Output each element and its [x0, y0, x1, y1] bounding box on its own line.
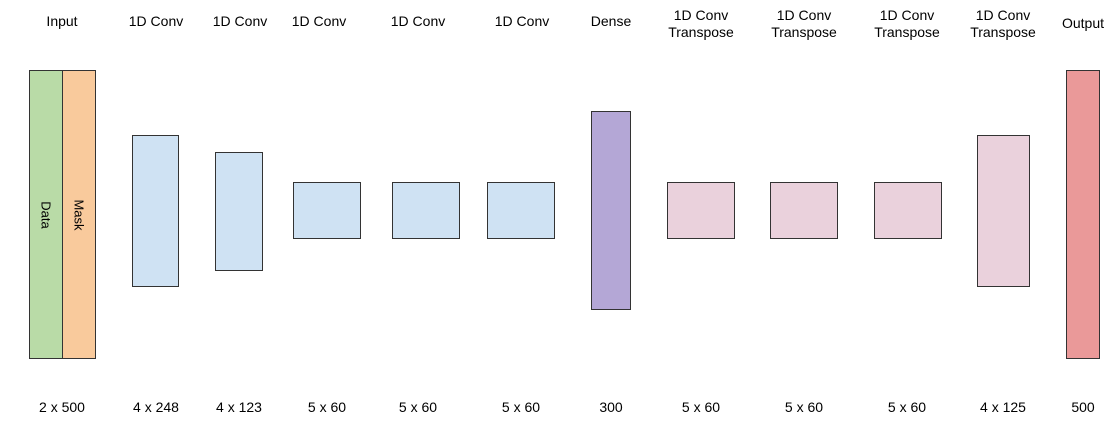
- layer-block: [667, 182, 735, 239]
- layer-dims: 5 x 60: [887, 399, 927, 415]
- layer-title: 1D Conv Transpose: [668, 7, 734, 40]
- layer-dims: 5 x 60: [398, 399, 438, 415]
- layer-block: [874, 182, 942, 239]
- layer-block: [487, 182, 555, 239]
- input-data-channel: Data: [29, 70, 63, 359]
- output-title: Output: [1061, 15, 1105, 31]
- layer-title: 1D Conv Transpose: [970, 7, 1036, 40]
- layer-title: 1D Conv Transpose: [771, 7, 837, 40]
- layer-block: [293, 182, 361, 239]
- layer-block: [215, 152, 263, 271]
- layer-dims: 5 x 60: [307, 399, 347, 415]
- layer-title: 1D Conv: [390, 13, 446, 29]
- input-data-label: Data: [38, 200, 54, 229]
- layer-dims: 4 x 248: [133, 399, 179, 415]
- layer-dims: 4 x 125: [980, 399, 1026, 415]
- layer-block: [132, 135, 179, 287]
- output-block: [1066, 70, 1100, 359]
- layer-dims: 5 x 60: [501, 399, 541, 415]
- layer-title: Dense: [590, 13, 632, 29]
- layer-block: [977, 135, 1030, 287]
- layer-dims: 5 x 60: [784, 399, 824, 415]
- layer-dims: 300: [599, 399, 623, 415]
- layer-title: 1D Conv: [212, 13, 268, 29]
- input-dims: 2 x 500: [39, 399, 85, 415]
- input-mask-label: Mask: [71, 198, 87, 231]
- input-mask-channel: Mask: [62, 70, 96, 359]
- layer-block: [392, 182, 460, 239]
- layer-block: [770, 182, 838, 239]
- layer-dims: 5 x 60: [681, 399, 721, 415]
- dense-block: [591, 111, 631, 310]
- output-dims: 500: [1071, 399, 1095, 415]
- layer-dims: 4 x 123: [216, 399, 262, 415]
- layer-title: 1D Conv: [494, 13, 550, 29]
- layer-title: 1D Conv: [128, 13, 184, 29]
- layer-title: 1D Conv Transpose: [874, 7, 940, 40]
- input-title: Input: [46, 13, 78, 29]
- layer-title: 1D Conv: [291, 13, 347, 29]
